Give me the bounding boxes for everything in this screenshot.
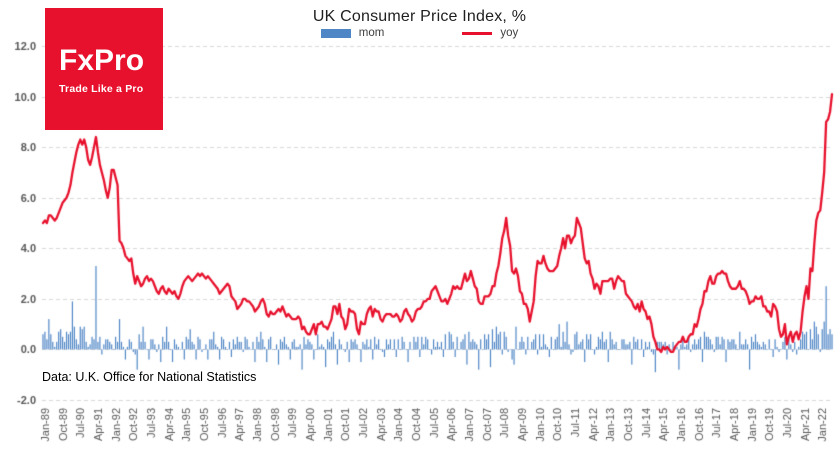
legend-item-mom: mom (320, 27, 385, 39)
legend-swatch-yoy-icon (462, 31, 493, 35)
fxpro-logo: FxPro Trade Like a Pro (45, 8, 163, 130)
fxpro-logo-tagline: Trade Like a Pro (59, 82, 144, 95)
legend-label-yoy: yoy (500, 27, 519, 39)
legend-label-mom: mom (358, 27, 385, 39)
legend-swatch-mom-icon (320, 28, 351, 38)
chart-legend: mom yoy (0, 27, 839, 39)
chart-title: UK Consumer Price Index, % (312, 8, 527, 25)
data-source-note: Data: U.K. Office for National Statistic… (42, 370, 257, 384)
fxpro-logo-name: FxPro (59, 43, 145, 77)
legend-item-yoy: yoy (462, 27, 518, 39)
